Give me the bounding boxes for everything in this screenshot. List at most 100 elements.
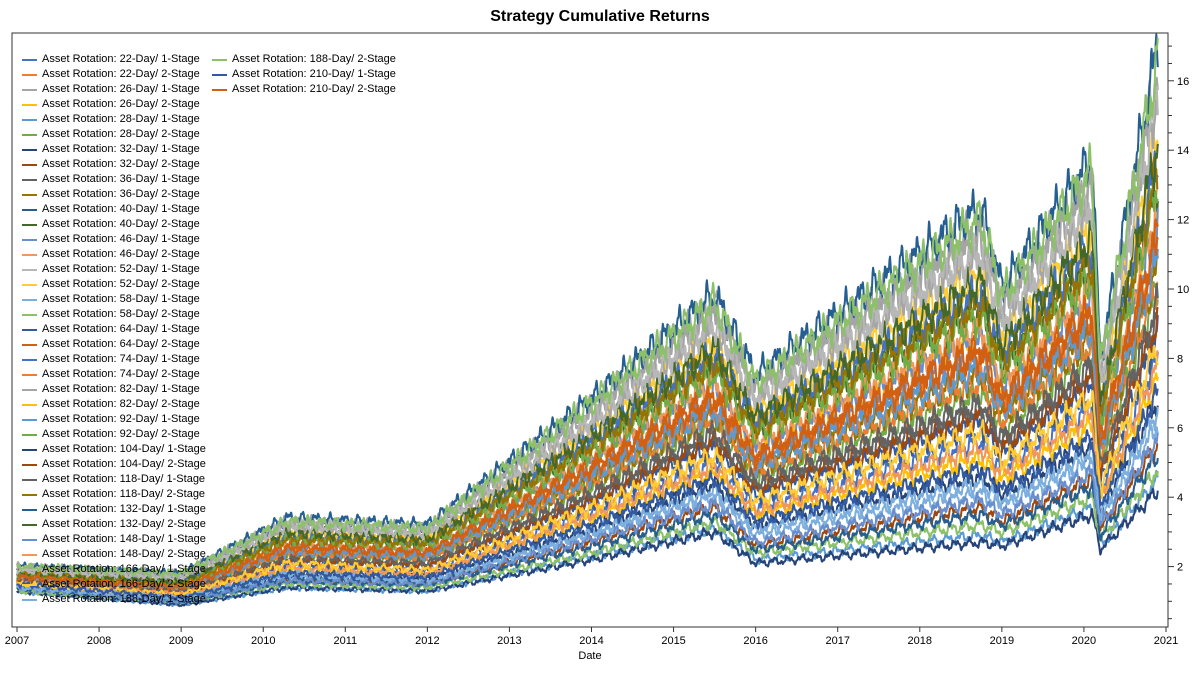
- y-tick-label: 4: [1177, 492, 1183, 504]
- legend-label: Asset Rotation: 22-Day/ 2-Stage: [42, 68, 200, 80]
- y-tick-label: 10: [1177, 284, 1189, 296]
- legend-item: Asset Rotation: 118-Day/ 1-Stage: [22, 472, 206, 487]
- legend-label: Asset Rotation: 82-Day/ 1-Stage: [42, 383, 200, 395]
- legend-swatch: [22, 478, 37, 481]
- legend-swatch: [22, 523, 37, 526]
- legend-item: Asset Rotation: 82-Day/ 1-Stage: [22, 382, 206, 397]
- legend-label: Asset Rotation: 166-Day/ 2-Stage: [42, 578, 206, 590]
- legend-label: Asset Rotation: 28-Day/ 2-Stage: [42, 128, 200, 140]
- x-tick-label: 2017: [825, 635, 849, 647]
- series-line: [16, 37, 1159, 579]
- series-line: [16, 76, 1159, 582]
- legend-label: Asset Rotation: 22-Day/ 1-Stage: [42, 53, 200, 65]
- legend-label: Asset Rotation: 118-Day/ 2-Stage: [42, 488, 206, 500]
- legend-label: Asset Rotation: 36-Day/ 2-Stage: [42, 188, 200, 200]
- x-axis-label: Date: [578, 650, 602, 662]
- series-line: [16, 383, 1159, 601]
- legend-label: Asset Rotation: 148-Day/ 2-Stage: [42, 548, 206, 560]
- legend-item: Asset Rotation: 46-Day/ 2-Stage: [22, 247, 206, 262]
- legend-item: Asset Rotation: 132-Day/ 2-Stage: [22, 517, 206, 532]
- legend-swatch: [22, 598, 37, 601]
- x-tick-label: 2011: [333, 635, 357, 647]
- legend-label: Asset Rotation: 74-Day/ 2-Stage: [42, 368, 200, 380]
- legend-item: Asset Rotation: 52-Day/ 1-Stage: [22, 262, 206, 277]
- legend-label: Asset Rotation: 82-Day/ 2-Stage: [42, 398, 200, 410]
- x-tick-label: 2008: [87, 635, 111, 647]
- legend-label: Asset Rotation: 92-Day/ 1-Stage: [42, 413, 200, 425]
- legend-swatch: [22, 283, 37, 286]
- legend-item: Asset Rotation: 104-Day/ 1-Stage: [22, 442, 206, 457]
- legend-swatch: [22, 388, 37, 391]
- x-axis: 2007 2008 2009 2010 2011 2012 2013 2014 2015 2016…: [5, 627, 1178, 647]
- legend-label: Asset Rotation: 188-Day/ 1-Stage: [42, 593, 206, 605]
- legend-item: Asset Rotation: 58-Day/ 2-Stage: [22, 307, 206, 322]
- legend-label: Asset Rotation: 132-Day/ 1-Stage: [42, 503, 206, 515]
- legend-swatch: [22, 88, 37, 91]
- x-tick-label: 2007: [5, 635, 29, 647]
- legend-item: Asset Rotation: 40-Day/ 2-Stage: [22, 217, 206, 232]
- legend-swatch: [212, 58, 227, 61]
- series-line: [16, 469, 1159, 608]
- legend-label: Asset Rotation: 64-Day/ 2-Stage: [42, 338, 200, 350]
- legend-label: Asset Rotation: 210-Day/ 2-Stage: [232, 83, 396, 95]
- legend-label: Asset Rotation: 46-Day/ 1-Stage: [42, 233, 200, 245]
- legend-item: Asset Rotation: 210-Day/ 2-Stage: [212, 82, 396, 97]
- y-tick-label: 6: [1177, 423, 1183, 435]
- legend-swatch: [22, 373, 37, 376]
- legend-item: Asset Rotation: 148-Day/ 1-Stage: [22, 532, 206, 547]
- x-tick-label: 2019: [990, 635, 1014, 647]
- x-tick-label: 2012: [415, 635, 439, 647]
- legend-label: Asset Rotation: 166-Day/ 1-Stage: [42, 563, 206, 575]
- legend-item: Asset Rotation: 36-Day/ 2-Stage: [22, 187, 206, 202]
- x-tick-label: 2018: [908, 635, 932, 647]
- legend-label: Asset Rotation: 28-Day/ 1-Stage: [42, 113, 200, 125]
- legend-item: Asset Rotation: 166-Day/ 1-Stage: [22, 562, 206, 577]
- legend-item: Asset Rotation: 22-Day/ 2-Stage: [22, 67, 206, 82]
- legend-swatch: [22, 313, 37, 316]
- x-tick-label: 2020: [1072, 635, 1096, 647]
- legend-item: Asset Rotation: 74-Day/ 2-Stage: [22, 367, 206, 382]
- legend-swatch: [22, 493, 37, 496]
- legend-swatch: [22, 208, 37, 211]
- y-tick-label: 14: [1177, 145, 1189, 157]
- legend-swatch: [22, 223, 37, 226]
- legend-label: Asset Rotation: 36-Day/ 1-Stage: [42, 173, 200, 185]
- legend-swatch: [22, 583, 37, 586]
- series-line: [16, 432, 1159, 605]
- legend-item: Asset Rotation: 64-Day/ 2-Stage: [22, 337, 206, 352]
- legend-swatch: [22, 463, 37, 466]
- legend-item: Asset Rotation: 104-Day/ 2-Stage: [22, 457, 206, 472]
- legend-label: Asset Rotation: 104-Day/ 2-Stage: [42, 458, 206, 470]
- legend-item: Asset Rotation: 28-Day/ 2-Stage: [22, 127, 206, 142]
- x-tick-label: 2021: [1154, 635, 1178, 647]
- legend-item: Asset Rotation: 52-Day/ 2-Stage: [22, 277, 206, 292]
- plot-frame: [11, 32, 1169, 628]
- series-line: [16, 232, 1159, 591]
- legend-column-2: Asset Rotation: 188-Day/ 2-Stage Asset Ro…: [212, 52, 396, 97]
- legend-swatch: [212, 88, 227, 91]
- legend-item: Asset Rotation: 188-Day/ 2-Stage: [212, 52, 396, 67]
- x-tick-label: 2015: [661, 635, 685, 647]
- legend-label: Asset Rotation: 148-Day/ 1-Stage: [42, 533, 206, 545]
- legend-item: Asset Rotation: 64-Day/ 1-Stage: [22, 322, 206, 337]
- legend-swatch: [22, 103, 37, 106]
- legend-item: Asset Rotation: 22-Day/ 1-Stage: [22, 52, 206, 67]
- x-tick-label: 2010: [251, 635, 275, 647]
- legend-item: Asset Rotation: 32-Day/ 1-Stage: [22, 142, 206, 157]
- legend-swatch: [22, 553, 37, 556]
- legend-swatch: [22, 508, 37, 511]
- legend-item: Asset Rotation: 32-Day/ 2-Stage: [22, 157, 206, 172]
- legend-item: Asset Rotation: 40-Day/ 1-Stage: [22, 202, 206, 217]
- series-line: [16, 283, 1159, 594]
- y-axis: 2 4 6 8 10 12 14 16: [1168, 45, 1189, 620]
- legend-swatch: [22, 448, 37, 451]
- chart-title: Strategy Cumulative Returns: [490, 8, 710, 25]
- legend-swatch: [22, 328, 37, 331]
- legend-swatch: [22, 433, 37, 436]
- legend-swatch: [22, 163, 37, 166]
- x-tick-label: 2016: [743, 635, 767, 647]
- series-line: [16, 150, 1159, 585]
- legend-label: Asset Rotation: 58-Day/ 2-Stage: [42, 308, 200, 320]
- legend-label: Asset Rotation: 74-Day/ 1-Stage: [42, 353, 200, 365]
- legend-label: Asset Rotation: 104-Day/ 1-Stage: [42, 443, 206, 455]
